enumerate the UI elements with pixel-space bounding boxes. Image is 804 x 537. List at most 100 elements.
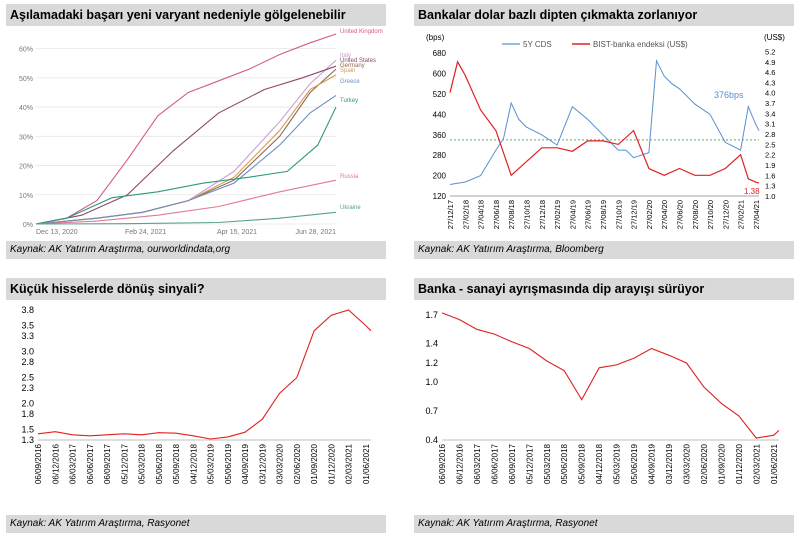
banks-cds-line-chart: (bps) (US$)1202002803604405206006801.01.3…	[426, 33, 785, 229]
y-tick-label-left: 680	[433, 49, 447, 58]
y-axis-label-right: (US$)	[764, 33, 785, 42]
x-tick-label: 27/02/20	[645, 200, 654, 229]
x-tick-label: 27/04/19	[568, 200, 577, 229]
y-tick-label: 2.8	[21, 357, 34, 367]
y-tick-label: 0.7	[425, 406, 438, 416]
y-tick-label-right: 1.9	[765, 161, 775, 170]
x-tick-label: 05/09/2018	[172, 443, 181, 484]
x-tick-label: 27/10/19	[614, 200, 623, 229]
x-tick-label: 03/12/2019	[665, 443, 674, 484]
y-axis-label-left: (bps)	[426, 33, 445, 42]
x-tick-label: 27/02/19	[553, 200, 562, 229]
series-label: Germany	[340, 63, 365, 69]
x-tick-label: 04/09/2019	[648, 443, 657, 484]
x-tick-label: 03/03/2020	[682, 443, 691, 484]
annotation-cds: 376bps	[714, 90, 744, 100]
y-tick-label: 3.5	[21, 321, 34, 331]
x-tick-label: 06/09/2016	[438, 443, 447, 484]
x-tick-label: 06/03/2017	[473, 443, 482, 484]
y-tick-label: 1.7	[425, 310, 438, 320]
series-label: Italy	[340, 53, 351, 59]
chart-title: Aşılamadaki başarı yeni varyant nedeniyl…	[6, 4, 386, 26]
series-line	[35, 106, 337, 225]
series-label: Spain	[340, 68, 355, 74]
chart-title: Bankalar dolar bazlı dipten çıkmakta zor…	[414, 4, 794, 26]
chart-source: Kaynak: AK Yatırım Araştırma, Bloomberg	[414, 241, 794, 259]
series-label: Turkey	[340, 98, 358, 104]
x-tick-label: 05/03/2018	[138, 443, 147, 484]
y-tick-label: 2.0	[21, 399, 34, 409]
y-tick-label: 60%	[19, 47, 33, 54]
x-tick-label: 27/08/20	[691, 200, 700, 229]
x-tick-label: 05/12/2017	[525, 443, 534, 484]
x-tick-label: 06/12/2016	[455, 443, 464, 484]
x-tick-label: Dec 13, 2020	[36, 229, 78, 236]
x-tick-label: 01/06/2021	[362, 443, 371, 484]
y-tick-label: 3.3	[21, 331, 34, 341]
series-label: United Kingdom	[340, 29, 383, 35]
small-caps-line-chart: 1.31.5 1.82.0 2.32.5 2.83.0 3.33.5 3.8 06/09/2…	[21, 305, 372, 484]
x-tick-label: 27/02/18	[461, 200, 470, 229]
y-tick-label: 20%	[19, 164, 33, 171]
chart-source: Kaynak: AK Yatırım Araştırma, Rasyonet	[414, 515, 794, 533]
y-tick-label: 3.0	[21, 347, 34, 357]
x-tick-label: 27/04/18	[477, 200, 486, 229]
chart-title: Banka - sanayi ayrışmasında dip arayışı …	[414, 278, 794, 300]
x-tick-label: 02/06/2020	[293, 443, 302, 484]
y-tick-label-right: 1.0	[765, 192, 775, 201]
x-tick-label: 27/08/18	[507, 200, 516, 229]
x-tick-label: 27/06/20	[675, 200, 684, 229]
x-tick-label: 27/06/18	[492, 200, 501, 229]
x-tick-label: Feb 24, 2021	[125, 229, 166, 236]
y-tick-label-left: 600	[433, 70, 447, 79]
x-tick-label: 02/03/2021	[345, 443, 354, 484]
series-line	[35, 33, 337, 225]
chart-panel-banks-cds: Bankalar dolar bazlı dipten çıkmakta zor…	[414, 4, 794, 259]
y-tick-label: 1.5	[21, 425, 34, 435]
x-tick-label: 06/06/2017	[86, 443, 95, 484]
x-tick-label: 06/06/2017	[490, 443, 499, 484]
y-tick-label: 3.8	[21, 305, 34, 315]
y-tick-label-left: 200	[433, 172, 447, 181]
x-tick-label: 05/12/2017	[120, 443, 129, 484]
y-tick-label-right: 4.0	[765, 89, 775, 98]
x-tick-label: 27/04/20	[660, 200, 669, 229]
x-tick-label: 02/06/2020	[700, 443, 709, 484]
y-tick-label-right: 1.3	[765, 182, 775, 191]
y-tick-label: 1.2	[425, 358, 438, 368]
series-line	[35, 59, 337, 225]
x-tick-label: 01/09/2020	[717, 443, 726, 484]
y-tick-label-right: 3.4	[765, 109, 775, 118]
y-tick-label-right: 4.3	[765, 78, 775, 87]
y-tick-label-right: 2.8	[765, 130, 775, 139]
bank-industry-line-chart: 0.4 0.7 1.0 1.2 1.4 1.7 06/09/2016 06/12/2016 06…	[425, 310, 780, 484]
y-tick-label: 10%	[19, 193, 33, 200]
x-tick-label: 03/03/2020	[276, 443, 285, 484]
y-tick-label: 2.3	[21, 383, 34, 393]
y-tick-label-left: 520	[433, 90, 447, 99]
y-tick-label-right: 2.2	[765, 151, 775, 160]
y-tick-label: 1.3	[21, 435, 34, 445]
x-tick-label: 02/03/2021	[752, 443, 761, 484]
x-tick-label: 06/03/2017	[69, 443, 78, 484]
series-line	[35, 65, 337, 225]
series-label: Russia	[340, 174, 359, 180]
y-tick-label: 30%	[19, 134, 33, 141]
y-tick-label-left: 280	[433, 151, 447, 160]
x-tick-label: 05/06/2019	[630, 443, 639, 484]
x-tick-label: 05/06/2018	[560, 443, 569, 484]
x-tick-label: Apr 15, 2021	[217, 229, 257, 236]
y-tick-label: 1.8	[21, 409, 34, 419]
x-tick-label: 05/03/2019	[613, 443, 622, 484]
x-tick-label: 01/09/2020	[310, 443, 319, 484]
x-tick-label: 06/09/2017	[103, 443, 112, 484]
y-tick-label-left: 120	[433, 192, 447, 201]
x-tick-label: 03/12/2019	[258, 443, 267, 484]
y-tick-label-right: 5.2	[765, 47, 775, 56]
x-tick-label: 27/12/20	[721, 200, 730, 229]
series-line	[37, 309, 372, 440]
y-tick-label: 1.0	[425, 377, 438, 387]
x-tick-label: 05/06/2019	[224, 443, 233, 484]
x-tick-label: 27/04/21	[752, 200, 761, 229]
x-tick-label: 04/12/2018	[189, 443, 198, 484]
